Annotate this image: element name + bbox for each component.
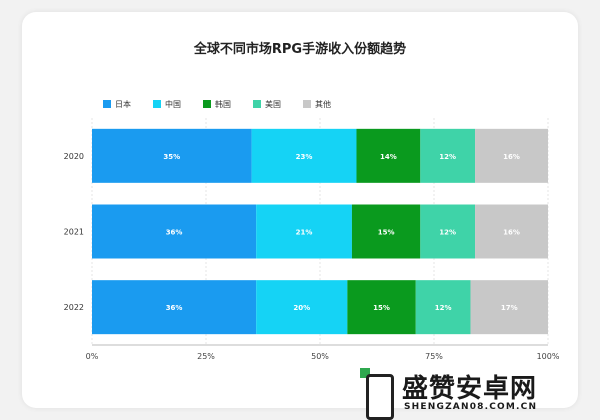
bar-data-label: 20% — [293, 304, 310, 312]
legend-item: 美国 — [253, 98, 281, 110]
bar-data-label: 35% — [163, 153, 180, 161]
bar-data-label: 16% — [503, 153, 520, 161]
bar-segment — [92, 204, 257, 259]
bar-segment — [92, 128, 252, 183]
chart-legend: 日本 中国 韩国 美国 其他 — [103, 98, 331, 110]
y-category-label: 2020 — [64, 152, 84, 161]
legend-swatch — [303, 100, 311, 108]
legend-label: 韩国 — [215, 99, 231, 109]
brand-logo-icon — [360, 368, 396, 420]
bar-data-label: 16% — [503, 229, 520, 237]
bar-segment — [420, 204, 476, 259]
bar-segment — [351, 204, 421, 259]
brand-domain: SHENGZAN08.COM.CN — [404, 402, 538, 412]
bar-data-label: 14% — [380, 153, 397, 161]
bar-data-label: 15% — [373, 304, 390, 312]
bar-segment — [92, 280, 257, 335]
bar-segment — [415, 280, 471, 335]
bar-data-label: 36% — [166, 229, 183, 237]
x-tick-label: 25% — [197, 352, 215, 361]
bar-data-label: 21% — [296, 229, 313, 237]
x-tick-label: 100% — [537, 352, 560, 361]
legend-label: 日本 — [115, 99, 131, 109]
bar-segment — [256, 204, 352, 259]
bar-data-label: 12% — [439, 229, 456, 237]
legend-swatch — [153, 100, 161, 108]
legend-label: 中国 — [165, 99, 181, 109]
bar-data-label: 12% — [439, 153, 456, 161]
bar-data-label: 15% — [378, 229, 395, 237]
legend-label: 其他 — [315, 99, 331, 109]
bar-segment — [256, 280, 348, 335]
bar-data-label: 23% — [296, 153, 313, 161]
brand-name: 盛赞安卓网 — [402, 374, 538, 404]
bar-segment — [470, 280, 548, 335]
x-tick-label: 75% — [425, 352, 443, 361]
legend-item: 韩国 — [203, 98, 231, 110]
legend-swatch — [253, 100, 261, 108]
bar-segment — [475, 204, 548, 259]
bar-segment — [251, 128, 357, 183]
bar-segment — [356, 128, 421, 183]
legend-item: 日本 — [103, 98, 131, 110]
bar-segment — [347, 280, 416, 335]
legend-swatch — [103, 100, 111, 108]
bar-data-label: 17% — [501, 304, 518, 312]
brand-footer: 盛赞安卓网 SHENGZAN08.COM.CN — [360, 366, 600, 420]
bar-data-label: 36% — [166, 304, 183, 312]
bar-segment — [420, 128, 476, 183]
bar-segment — [475, 128, 548, 183]
y-category-label: 2022 — [64, 303, 84, 312]
chart-title: 全球不同市场RPG手游收入份额趋势 — [193, 42, 407, 57]
x-tick-label: 50% — [311, 352, 329, 361]
legend-label: 美国 — [265, 99, 281, 109]
legend-item: 中国 — [153, 98, 181, 110]
y-category-label: 2021 — [64, 228, 84, 237]
legend-swatch — [203, 100, 211, 108]
x-tick-label: 0% — [86, 352, 99, 361]
legend-item: 其他 — [303, 98, 331, 110]
bar-data-label: 12% — [435, 304, 452, 312]
